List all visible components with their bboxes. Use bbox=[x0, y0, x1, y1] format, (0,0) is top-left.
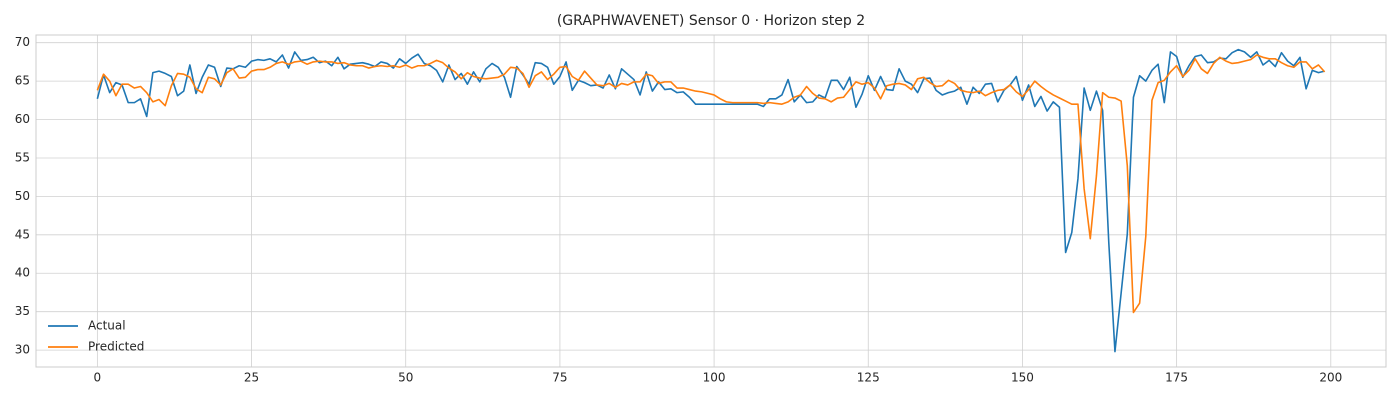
x-tick-label: 175 bbox=[1165, 371, 1188, 385]
x-tick-label: 75 bbox=[552, 371, 567, 385]
legend-label: Predicted bbox=[88, 340, 144, 354]
y-tick-label: 70 bbox=[15, 35, 30, 49]
y-tick-label: 55 bbox=[15, 150, 30, 164]
x-tick-label: 50 bbox=[398, 371, 413, 385]
legend-label: Actual bbox=[88, 319, 126, 333]
x-tick-label: 150 bbox=[1011, 371, 1034, 385]
x-tick-label: 25 bbox=[244, 371, 259, 385]
series-line bbox=[96, 54, 1326, 314]
y-tick-label: 30 bbox=[15, 343, 30, 357]
series-line bbox=[96, 48, 1325, 353]
y-tick-label: 65 bbox=[15, 74, 30, 88]
x-tick-label: 100 bbox=[703, 371, 726, 385]
x-tick-label: 0 bbox=[94, 371, 102, 385]
plot-frame bbox=[35, 34, 1387, 368]
chart-title: (GRAPHWAVENET) Sensor 0 · Horizon step 2 bbox=[557, 13, 865, 29]
y-tick-label: 60 bbox=[15, 112, 30, 126]
y-tick-label: 35 bbox=[15, 304, 30, 318]
x-tick-label: 125 bbox=[857, 371, 880, 385]
y-tick-label: 50 bbox=[15, 189, 30, 203]
y-tick-label: 40 bbox=[15, 266, 30, 280]
x-tick-label: 200 bbox=[1319, 371, 1342, 385]
y-tick-label: 45 bbox=[15, 227, 30, 241]
